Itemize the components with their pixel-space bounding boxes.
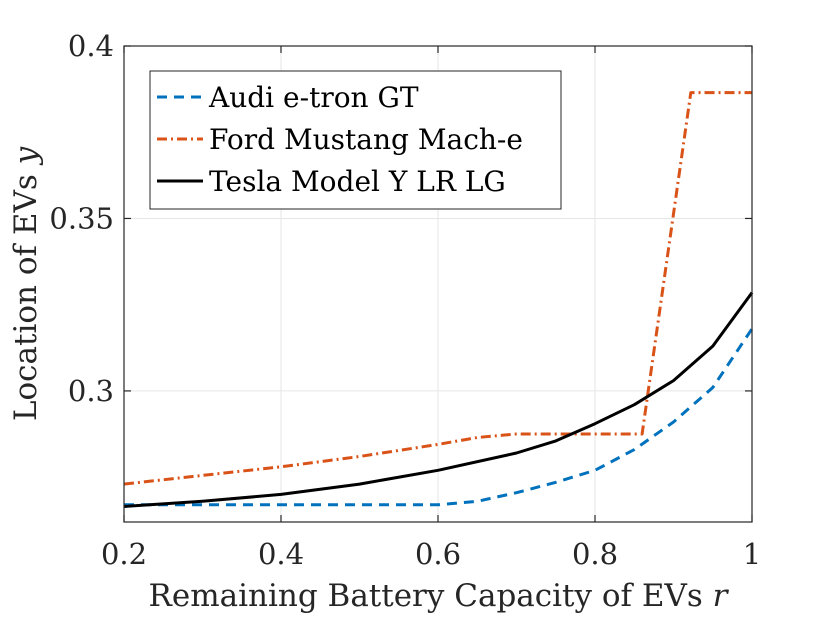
x-tick-label: 1	[743, 537, 761, 571]
legend-label-ford: Ford Mustang Mach-e	[209, 123, 523, 156]
y-tick-label: 0.35	[49, 201, 114, 235]
series-line-1	[123, 91, 752, 486]
series-layer	[123, 91, 754, 508]
x-tick-label: 0.8	[572, 537, 618, 571]
legend: Audi e-tron GT Ford Mustang Mach-e Tesla…	[149, 70, 562, 210]
legend-box	[149, 70, 562, 210]
x-tick-label: 0.6	[415, 537, 461, 571]
tick-labels: 0.2 0.4 0.6 0.8 1 0.3 0.35 0.4	[49, 29, 761, 571]
x-tick-label: 0.2	[101, 537, 147, 571]
y-tick-label: 0.4	[68, 29, 114, 63]
y-tick-label: 0.3	[68, 374, 114, 408]
series-line-2	[123, 291, 754, 508]
legend-label-tesla: Tesla Model Y LR LG	[209, 165, 506, 198]
legend-label-audi: Audi e-tron GT	[208, 81, 419, 114]
y-axis-label: Location of EVs y	[8, 146, 44, 421]
x-tick-label: 0.4	[258, 537, 304, 571]
x-axis-label: Remaining Battery Capacity of EVs r	[149, 578, 730, 614]
series-line-0	[124, 327, 754, 507]
ticks	[123, 45, 753, 522]
